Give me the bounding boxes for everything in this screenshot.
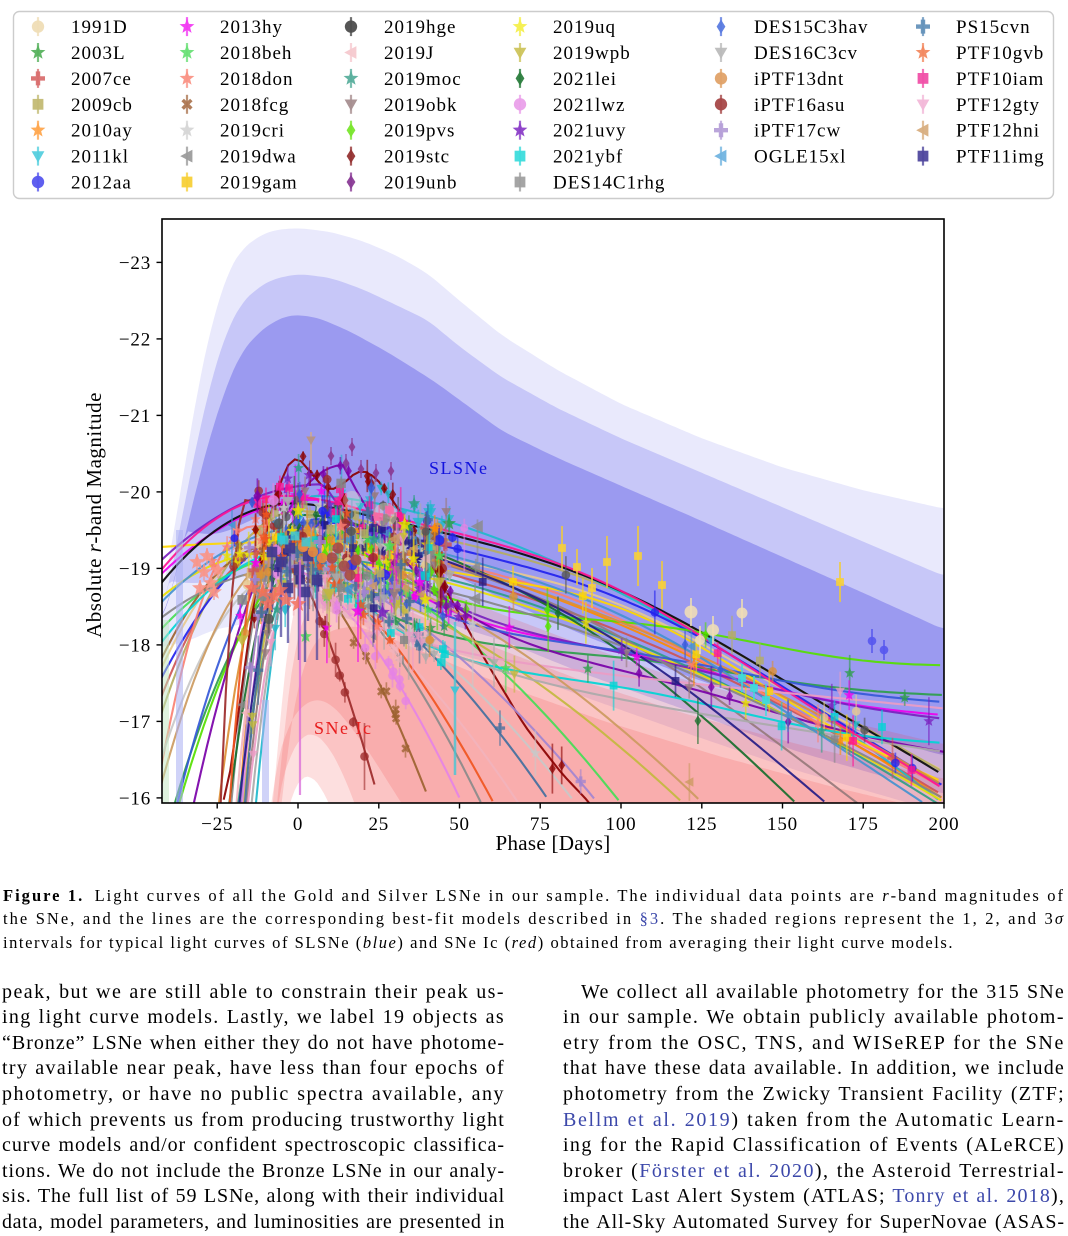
svg-text:2018fcg: 2018fcg: [220, 95, 289, 116]
svg-text:2009cb: 2009cb: [71, 95, 133, 116]
svg-text:2019gam: 2019gam: [220, 173, 298, 194]
svg-text:2019obk: 2019obk: [384, 95, 458, 116]
svg-text:2019uq: 2019uq: [553, 17, 616, 38]
svg-text:2019hge: 2019hge: [384, 17, 456, 38]
svg-text:2019stc: 2019stc: [384, 147, 450, 168]
svg-text:−19: −19: [119, 559, 151, 580]
svg-text:iPTF13dnt: iPTF13dnt: [754, 69, 844, 90]
svg-text:iPTF17cw: iPTF17cw: [754, 121, 841, 142]
svg-text:200: 200: [929, 814, 960, 835]
svg-text:OGLE15xl: OGLE15xl: [754, 147, 846, 168]
svg-text:2007ce: 2007ce: [71, 69, 132, 90]
svg-text:100: 100: [606, 814, 637, 835]
svg-text:2019wpb: 2019wpb: [553, 43, 631, 64]
svg-text:−16: −16: [119, 788, 151, 809]
svg-text:SLSNe: SLSNe: [429, 458, 489, 478]
svg-text:PTF10gvb: PTF10gvb: [956, 43, 1044, 64]
svg-text:2018don: 2018don: [220, 69, 294, 90]
svg-text:−21: −21: [119, 406, 151, 427]
svg-text:2003L: 2003L: [71, 43, 126, 64]
svg-text:2021ybf: 2021ybf: [553, 147, 623, 168]
svg-text:2019dwa: 2019dwa: [220, 147, 297, 168]
svg-text:iPTF16asu: iPTF16asu: [754, 95, 845, 116]
svg-text:−22: −22: [119, 329, 151, 350]
svg-text:2019pvs: 2019pvs: [384, 121, 455, 142]
svg-text:75: 75: [530, 814, 551, 835]
svg-text:2013hy: 2013hy: [220, 17, 283, 38]
svg-text:PTF11img: PTF11img: [956, 147, 1045, 168]
svg-text:2019cri: 2019cri: [220, 121, 285, 142]
svg-text:2018beh: 2018beh: [220, 43, 292, 64]
svg-text:50: 50: [449, 814, 470, 835]
svg-text:−25: −25: [201, 814, 233, 835]
svg-text:125: 125: [686, 814, 717, 835]
svg-text:2019J: 2019J: [384, 43, 434, 64]
svg-text:Absolute r-band Magnitude: Absolute r-band Magnitude: [82, 392, 106, 638]
svg-text:−18: −18: [119, 635, 151, 656]
svg-text:2021lwz: 2021lwz: [553, 95, 625, 116]
svg-text:2019moc: 2019moc: [384, 69, 462, 90]
svg-text:0: 0: [293, 814, 303, 835]
svg-text:DES14C1rhg: DES14C1rhg: [553, 173, 665, 194]
svg-text:PTF12hni: PTF12hni: [956, 121, 1040, 142]
svg-text:175: 175: [848, 814, 879, 835]
svg-text:−20: −20: [119, 482, 151, 503]
svg-text:2010ay: 2010ay: [71, 121, 133, 142]
svg-text:Phase [Days]: Phase [Days]: [496, 831, 611, 855]
svg-text:2021uvy: 2021uvy: [553, 121, 627, 142]
svg-text:2021lei: 2021lei: [553, 69, 617, 90]
svg-text:25: 25: [368, 814, 389, 835]
svg-text:1991D: 1991D: [71, 17, 128, 38]
svg-text:SNe Ic: SNe Ic: [314, 718, 372, 738]
svg-text:PTF12gty: PTF12gty: [956, 95, 1040, 116]
svg-text:DES15C3hav: DES15C3hav: [754, 17, 869, 38]
svg-text:−23: −23: [119, 253, 151, 274]
svg-text:2012aa: 2012aa: [71, 173, 132, 194]
svg-text:PTF10iam: PTF10iam: [956, 69, 1044, 90]
svg-text:DES16C3cv: DES16C3cv: [754, 43, 858, 64]
svg-text:2011kl: 2011kl: [71, 147, 129, 168]
svg-text:PS15cvn: PS15cvn: [956, 17, 1031, 38]
svg-text:150: 150: [767, 814, 798, 835]
svg-text:−17: −17: [119, 712, 151, 733]
svg-text:2019unb: 2019unb: [384, 173, 458, 194]
